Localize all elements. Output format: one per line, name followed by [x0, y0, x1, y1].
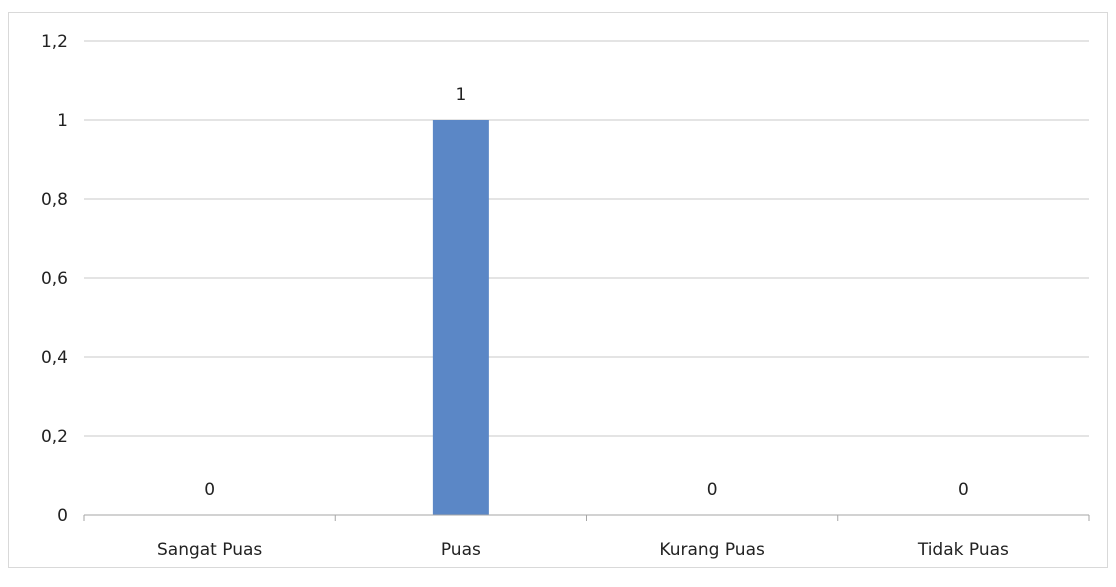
y-tick-label: 0,6 — [41, 269, 68, 289]
y-tick-label: 1 — [57, 111, 68, 131]
bar-puas — [432, 120, 489, 515]
data-label: 0 — [707, 480, 718, 500]
x-axis-tick-labels: Sangat Puas Puas Kurang Puas Tidak Puas — [157, 540, 1009, 560]
data-label: 0 — [204, 480, 215, 500]
data-label: 0 — [958, 480, 969, 500]
x-axis — [83, 514, 1090, 521]
data-labels: 0 1 0 0 — [204, 85, 969, 500]
data-label: 1 — [455, 85, 466, 105]
x-tick-label: Kurang Puas — [659, 540, 765, 560]
x-tick-label: Tidak Puas — [917, 540, 1009, 560]
bars — [432, 120, 489, 515]
gridlines — [84, 40, 1089, 437]
y-tick-label: 0,2 — [41, 427, 68, 447]
y-tick-label: 1,2 — [41, 32, 68, 52]
y-tick-label: 0,8 — [41, 190, 68, 210]
y-tick-label: 0 — [57, 506, 68, 526]
x-tick-label: Puas — [441, 540, 481, 560]
chart-frame: 0 0,2 0,4 0,6 0,8 1 1,2 Sangat Puas Puas Kurang … — [8, 12, 1108, 568]
bar-chart: 0 0,2 0,4 0,6 0,8 1 1,2 Sangat Puas Puas Kurang … — [41, 32, 1090, 560]
x-tick-label: Sangat Puas — [157, 540, 262, 560]
y-axis-tick-labels: 0 0,2 0,4 0,6 0,8 1 1,2 — [41, 32, 68, 526]
y-tick-label: 0,4 — [41, 348, 68, 368]
